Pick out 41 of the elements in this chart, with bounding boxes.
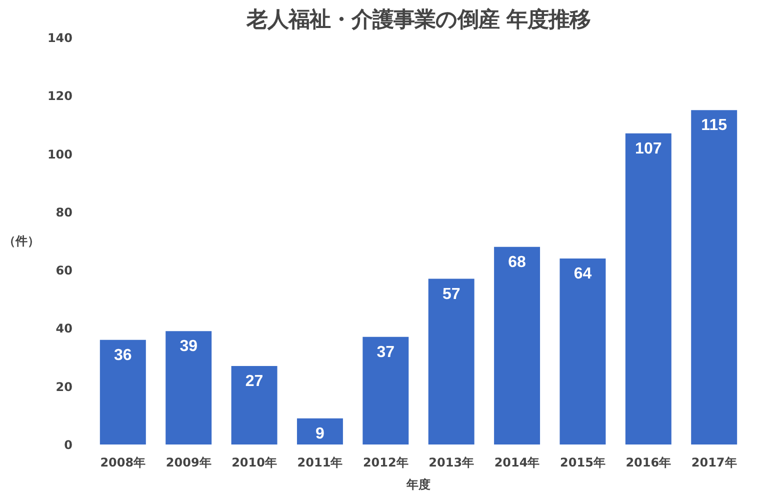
data-label: 39: [180, 338, 198, 356]
y-tick-label: 80: [56, 205, 73, 220]
data-label: 64: [574, 265, 592, 282]
y-tick-label: 100: [47, 147, 73, 162]
bar: [428, 278, 474, 444]
y-tick-label: 40: [56, 322, 73, 336]
data-label: 115: [701, 117, 728, 134]
data-label: 68: [508, 254, 526, 271]
data-label: 57: [442, 286, 460, 303]
y-tick-label: 120: [47, 89, 73, 104]
x-axis-title: 年度: [406, 478, 430, 492]
x-tick-label: 2011年: [297, 456, 343, 470]
x-tick-label: 2013年: [428, 456, 474, 470]
x-tick-label: 2017年: [691, 456, 737, 470]
data-label: 36: [114, 346, 132, 364]
bar: [166, 331, 212, 444]
data-label: 9: [316, 425, 325, 442]
data-label: 27: [245, 373, 264, 390]
x-tick-label: 2015年: [560, 456, 606, 470]
bar: [494, 246, 540, 444]
bar: [691, 110, 738, 444]
bar: [362, 336, 409, 444]
x-tick-label: 2010年: [232, 456, 277, 470]
y-tick-label: 20: [56, 380, 73, 394]
bar: [100, 340, 146, 444]
bar: [296, 418, 343, 444]
bar: [231, 366, 278, 444]
x-tick-label: 2014年: [494, 456, 540, 470]
bar: [625, 133, 672, 444]
x-tick-label: 2016年: [626, 456, 672, 470]
x-tick-label: 2012年: [362, 456, 408, 470]
y-tick-label: 60: [56, 264, 73, 278]
y-tick-label: 0: [64, 438, 73, 452]
x-tick-label: 2009年: [166, 456, 212, 470]
y-axis-title: （件）: [3, 234, 40, 248]
data-label: 107: [635, 140, 662, 158]
bar: [560, 258, 606, 444]
chart-title: 老人福祉・介護事業の倒産 年度推移: [245, 8, 591, 32]
y-tick-label: 140: [47, 31, 73, 45]
x-tick-label: 2008年: [100, 456, 146, 470]
data-label: 37: [376, 344, 395, 361]
